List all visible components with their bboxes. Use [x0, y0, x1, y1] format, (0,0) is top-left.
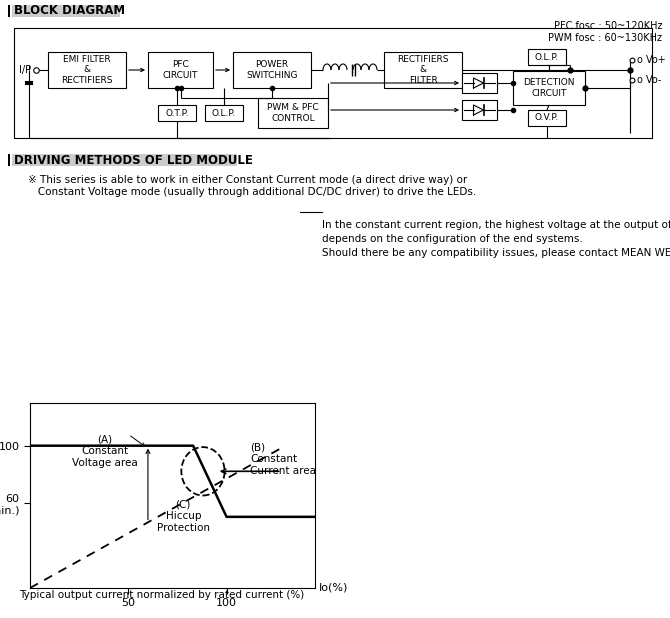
Text: Typical output current normalized by rated current (%): Typical output current normalized by rat… [19, 590, 305, 600]
Text: I/P: I/P [19, 65, 31, 75]
Bar [384, 52, 462, 88]
Bar [258, 98, 328, 128]
Bar [148, 52, 213, 88]
Text: PWM & PFC
CONTROL: PWM & PFC CONTROL [267, 103, 319, 123]
Text: RECTIFIERS
&
FILTER: RECTIFIERS & FILTER [397, 55, 449, 85]
Bar [8, 154, 10, 166]
Text: O.L.P.: O.L.P. [535, 53, 559, 62]
Bar [528, 49, 566, 65]
Text: o Vo+: o Vo+ [637, 55, 666, 65]
Bar [528, 110, 566, 126]
Bar [48, 52, 126, 88]
Text: ※ This series is able to work in either Constant Current mode (a direct drive wa: ※ This series is able to work in either … [28, 175, 476, 197]
Text: O.L.P.: O.L.P. [212, 109, 236, 117]
Text: (A)
Constant
Voltage area: (A) Constant Voltage area [72, 434, 137, 467]
Text: DETECTION
CIRCUIT: DETECTION CIRCUIT [523, 78, 575, 98]
Bar [8, 5, 10, 17]
Text: O.V.P.: O.V.P. [535, 114, 559, 122]
Bar [462, 73, 497, 93]
Text: Io(%): Io(%) [319, 583, 348, 593]
Bar [12, 5, 120, 17]
Bar [205, 105, 243, 121]
Text: o Vo-: o Vo- [637, 75, 661, 85]
Bar [14, 28, 652, 138]
Bar [513, 71, 585, 105]
Text: PFC
CIRCUIT: PFC CIRCUIT [163, 61, 198, 80]
Bar [158, 105, 196, 121]
Text: In the constant current region, the highest voltage at the output of the driver
: In the constant current region, the high… [322, 220, 670, 258]
Text: (C)
Hiccup
Protection: (C) Hiccup Protection [157, 500, 210, 533]
Text: POWER
SWITCHING: POWER SWITCHING [247, 61, 297, 80]
Bar [12, 154, 237, 166]
Bar [233, 52, 311, 88]
Text: BLOCK DIAGRAM: BLOCK DIAGRAM [14, 4, 125, 17]
Bar [462, 100, 497, 120]
Text: DRIVING METHODS OF LED MODULE: DRIVING METHODS OF LED MODULE [14, 153, 253, 166]
Text: PFC fosc : 50~120KHz
PWM fosc : 60~130KHz: PFC fosc : 50~120KHz PWM fosc : 60~130KH… [548, 21, 662, 43]
Text: O.T.P.: O.T.P. [165, 109, 189, 117]
Text: (B)
Constant
Current area: (B) Constant Current area [250, 443, 316, 476]
Text: EMI FILTER
&
RECTIFIERS: EMI FILTER & RECTIFIERS [61, 55, 113, 85]
